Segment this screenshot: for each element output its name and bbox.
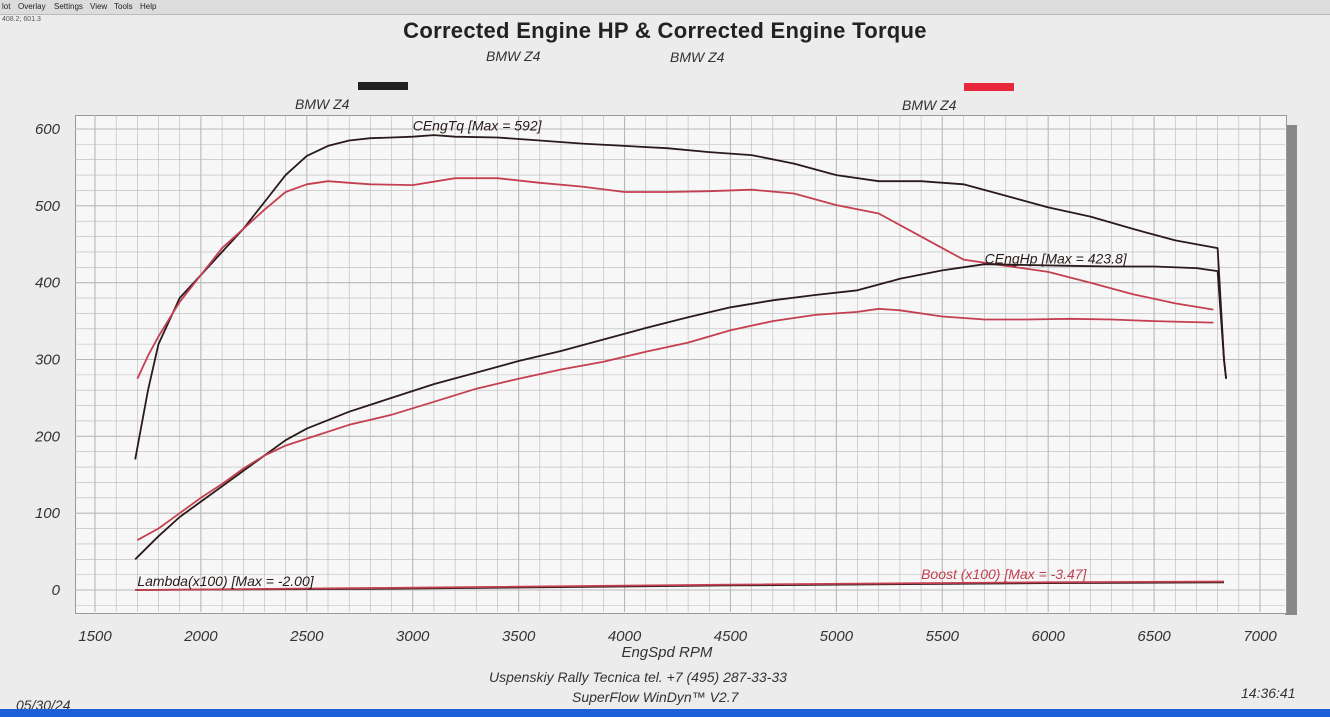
- x-tick-label: 6500: [1137, 628, 1171, 645]
- cursor-coordinate-readout: 408.2; 601.3: [2, 16, 41, 23]
- menu-item-help[interactable]: Help: [140, 2, 157, 11]
- series-line-2: [134, 263, 1227, 560]
- menu-item-settings[interactable]: Settings: [54, 2, 83, 11]
- legend-swatch-run1: [358, 82, 408, 90]
- x-tick-label: 5500: [926, 628, 960, 645]
- x-tick-label: 4000: [608, 628, 642, 645]
- y-tick-label: 0: [52, 582, 61, 599]
- chart-annotation: CEngHp [Max = 423.8]: [985, 250, 1128, 266]
- x-tick-label: 3000: [396, 628, 430, 645]
- footer-company: Uspenskiy Rally Tecnica tel. +7 (495) 28…: [489, 669, 787, 685]
- legend-label-run1: BMW Z4: [295, 96, 350, 112]
- chart-annotation: Lambda(x100) [Max = -2.00]: [137, 573, 314, 589]
- x-tick-label: 7000: [1243, 628, 1277, 645]
- chart-subtitle-1: BMW Z4: [486, 48, 541, 64]
- x-tick-label: 3500: [502, 628, 536, 645]
- x-tick-label: 1500: [78, 628, 112, 645]
- x-tick-label: 6000: [1031, 628, 1065, 645]
- x-axis-label: EngSpd RPM: [621, 644, 712, 661]
- x-tick-label: 2000: [183, 628, 218, 645]
- y-tick-label: 200: [34, 428, 61, 445]
- chart-annotation: CEngTq [Max = 592]: [413, 118, 543, 134]
- chart-annotation: Boost (x100) [Max = -3.47]: [921, 566, 1087, 582]
- y-tick-label: 100: [35, 505, 61, 522]
- window-menubar: lot Overlay Settings View Tools Help: [0, 0, 1330, 15]
- chart-subtitle-2: BMW Z4: [670, 49, 725, 65]
- series-line-5: [135, 580, 1225, 591]
- footer-software: SuperFlow WinDyn™ V2.7: [572, 689, 739, 705]
- y-tick-label: 300: [35, 352, 61, 369]
- menu-item-tools[interactable]: Tools: [114, 2, 133, 11]
- chart-title: Corrected Engine HP & Corrected Engine T…: [403, 18, 927, 43]
- y-tick-label: 500: [35, 198, 61, 215]
- legend-label-run2: BMW Z4: [902, 97, 957, 113]
- plot-shadow: [1285, 125, 1297, 615]
- series-line-3: [136, 307, 1214, 541]
- x-tick-label: 5000: [820, 628, 854, 645]
- taskbar: [0, 709, 1330, 717]
- menu-item-overlay[interactable]: Overlay: [18, 2, 46, 11]
- y-tick-label: 400: [35, 275, 61, 292]
- series-line-0: [134, 134, 1227, 460]
- menu-item-plot[interactable]: lot: [2, 2, 11, 11]
- y-tick-label: 600: [35, 121, 61, 138]
- x-tick-label: 2500: [289, 628, 324, 645]
- legend-swatch-run2: [964, 83, 1014, 91]
- footer-time: 14:36:41: [1241, 685, 1296, 701]
- menu-item-view[interactable]: View: [90, 2, 108, 11]
- x-tick-label: 4500: [714, 628, 748, 645]
